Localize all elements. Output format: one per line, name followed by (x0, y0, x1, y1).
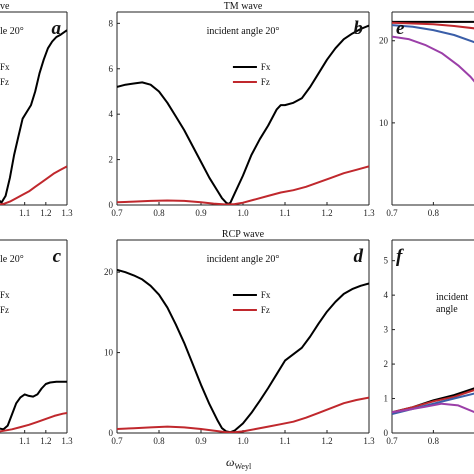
panel-letter: f (396, 246, 404, 267)
series-line-fz (0, 412, 67, 433)
x-axis-label: ωWeyl (226, 455, 252, 471)
y-tick-label: 0 (384, 428, 389, 438)
series-line-fx (117, 24, 369, 205)
legend-label: Fz (261, 77, 270, 87)
series-line-1 (392, 389, 474, 414)
y-tick-label: 0 (109, 428, 114, 438)
panel-title: RCP wave (222, 229, 265, 240)
y-tick-label: 1 (384, 394, 389, 404)
x-tick-label: 1.3 (363, 436, 375, 446)
panel-title: ve (0, 1, 10, 12)
panel-c-frame (0, 239, 68, 434)
panel-title: TM wave (224, 1, 263, 12)
x-tick-label: 1.2 (321, 436, 332, 446)
x-tick-label: 1.1 (279, 208, 290, 218)
x-tick-label: 1.1 (279, 436, 290, 446)
panel-c-series (0, 380, 67, 433)
y-tick-label: 2 (109, 155, 114, 165)
series-line-1 (392, 21, 474, 30)
x-tick-label: 1.1 (19, 436, 30, 446)
y-tick-label: 2 (384, 359, 389, 369)
legend-label: Fz (0, 77, 9, 87)
legend-label: Fx (261, 290, 271, 300)
x-tick-label: 1.1 (19, 208, 30, 218)
panel-b: 0.7 0.8 0.9 1.0 1.1 1.2 1.3 0 2 4 6 8 b TM wave incide… (109, 1, 376, 218)
x-tick-label: 0.8 (428, 436, 440, 446)
panel-c: 1.1 1.2 1.3 c le 20° Fx Fz (0, 239, 73, 446)
series-line-3 (392, 35, 474, 83)
x-tick-label: 0.7 (386, 436, 398, 446)
panel-a: 1.1 1.2 1.3 a ve le 20° Fx Fz (0, 1, 73, 218)
x-tick-label: 0.7 (111, 436, 123, 446)
panel-annotation: angle (436, 304, 458, 315)
x-tick-label: 1.2 (40, 436, 51, 446)
panel-d: 0.7 0.8 0.9 1.0 1.1 1.2 1.3 0 10 20 d RCP wave incid… (104, 229, 375, 446)
y-tick-label: 4 (109, 109, 114, 119)
x-tick-label: 0.8 (428, 208, 440, 218)
x-tick-label: 1.2 (321, 208, 332, 218)
y-tick-label: 5 (384, 256, 389, 266)
legend-label: Fx (0, 290, 10, 300)
x-axis-label-subscript: Weyl (234, 462, 251, 471)
x-tick-label: 0.9 (195, 436, 207, 446)
panel-b-series (117, 24, 369, 205)
y-tick-label: 0 (109, 200, 114, 210)
panel-annotation: le 20° (0, 26, 24, 37)
series-line-fz (117, 165, 369, 205)
x-tick-label: 0.7 (386, 208, 398, 218)
x-tick-label: 1.3 (61, 208, 73, 218)
x-tick-label: 1.0 (237, 436, 249, 446)
panel-e-frame (391, 11, 474, 206)
y-tick-label: 6 (109, 64, 114, 74)
legend-label: Fz (0, 305, 9, 315)
legend-label: Fx (261, 62, 271, 72)
panel-letter: a (52, 18, 62, 39)
panel-letter: b (354, 18, 364, 39)
x-tick-label: 0.8 (153, 208, 165, 218)
y-tick-label: 4 (384, 290, 389, 300)
series-line-2 (392, 24, 474, 44)
x-tick-label: 1.2 (40, 208, 51, 218)
legend-label: Fx (0, 62, 10, 72)
series-line-fx (0, 29, 67, 204)
y-tick-label: 20 (104, 267, 114, 277)
panel-letter: d (354, 246, 364, 267)
panel-annotation: incident angle 20° (207, 254, 280, 265)
y-tick-label: 8 (109, 18, 114, 28)
panel-e-series (392, 20, 474, 83)
series-line-fz (117, 396, 369, 433)
x-tick-label: 1.3 (363, 208, 375, 218)
panel-a-series (0, 29, 67, 205)
panel-annotation: incident (436, 292, 468, 303)
x-tick-label: 1.3 (61, 436, 73, 446)
x-tick-label: 0.9 (195, 208, 207, 218)
y-tick-label: 10 (104, 348, 114, 358)
y-tick-label: 3 (384, 325, 389, 335)
panel-f-series (392, 387, 474, 415)
panel-d-series (117, 268, 369, 433)
x-tick-label: 0.8 (153, 436, 165, 446)
series-line-fz (0, 165, 67, 205)
x-tick-label: 1.0 (237, 208, 249, 218)
panel-annotation: incident angle 20° (207, 26, 280, 37)
panel-letter: c (53, 246, 62, 267)
panel-letter: e (396, 18, 405, 39)
series-line-3 (392, 402, 474, 414)
panel-d-frame (116, 239, 370, 434)
y-tick-label: 20 (379, 36, 389, 46)
panel-e: 0.7 0.8 10 20 e (379, 11, 474, 218)
y-tick-label: 10 (379, 118, 389, 128)
chart-panels: 1.1 1.2 1.3 a ve le 20° Fx Fz 0.7 0.8 0.9 1.0 1.1 1.2… (0, 1, 474, 446)
legend-label: Fz (261, 305, 270, 315)
panel-annotation: le 20° (0, 254, 24, 265)
x-axis-label-main: ω (226, 455, 234, 469)
x-tick-label: 0.7 (111, 208, 123, 218)
panel-a-frame (0, 11, 68, 206)
series-line-fx (117, 268, 369, 433)
series-line-fx (0, 380, 67, 431)
